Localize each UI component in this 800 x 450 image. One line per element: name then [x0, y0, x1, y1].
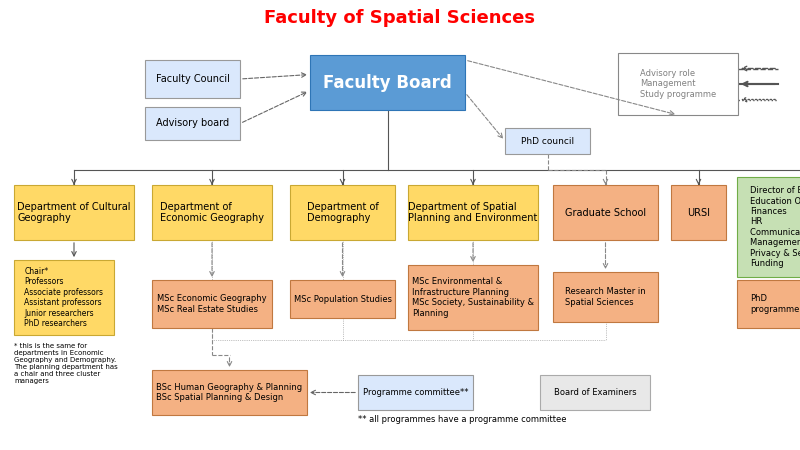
FancyBboxPatch shape	[290, 185, 395, 240]
FancyBboxPatch shape	[737, 280, 800, 328]
Text: Department of
Demography: Department of Demography	[306, 202, 378, 223]
Text: Department of Spatial
Planning and Environment: Department of Spatial Planning and Envir…	[408, 202, 538, 223]
Text: MSc Environmental &
Infrastructure Planning
MSc Society, Sustainability &
Planni: MSc Environmental & Infrastructure Plann…	[412, 277, 534, 318]
FancyBboxPatch shape	[14, 260, 114, 335]
FancyBboxPatch shape	[145, 60, 240, 98]
FancyBboxPatch shape	[145, 107, 240, 140]
Text: * this is the same for
departments in Economic
Geography and Demography.
The pla: * this is the same for departments in Ec…	[14, 343, 118, 384]
Text: Department of
Economic Geography: Department of Economic Geography	[160, 202, 264, 223]
FancyBboxPatch shape	[408, 265, 538, 330]
Text: Faculty Board: Faculty Board	[323, 73, 452, 91]
Text: Board of Examiners: Board of Examiners	[554, 388, 636, 397]
Text: MSc Economic Geography
MSc Real Estate Studies: MSc Economic Geography MSc Real Estate S…	[157, 294, 267, 314]
FancyBboxPatch shape	[152, 185, 272, 240]
Text: ** all programmes have a programme committee: ** all programmes have a programme commi…	[358, 415, 566, 424]
FancyBboxPatch shape	[358, 375, 473, 410]
Text: PhD
programme: PhD programme	[750, 294, 799, 314]
Text: Department of Cultural
Geography: Department of Cultural Geography	[18, 202, 130, 223]
FancyBboxPatch shape	[505, 128, 590, 154]
FancyBboxPatch shape	[553, 185, 658, 240]
FancyBboxPatch shape	[152, 370, 307, 415]
FancyBboxPatch shape	[290, 280, 395, 318]
Text: MSc Population Studies: MSc Population Studies	[294, 294, 391, 303]
Text: Director of Education
Education Office
Finances
HR
Communication and Marketing
M: Director of Education Education Office F…	[750, 186, 800, 268]
FancyBboxPatch shape	[618, 53, 738, 115]
Text: Faculty Council: Faculty Council	[155, 74, 230, 84]
Text: Chair*
Professors
Associate professors
Assistant professors
Junior researchers
P: Chair* Professors Associate professors A…	[25, 267, 103, 328]
FancyBboxPatch shape	[14, 185, 134, 240]
FancyBboxPatch shape	[540, 375, 650, 410]
Text: URSI: URSI	[687, 207, 710, 217]
FancyBboxPatch shape	[408, 185, 538, 240]
Text: BSc Human Geography & Planning
BSc Spatial Planning & Design: BSc Human Geography & Planning BSc Spati…	[157, 383, 302, 402]
Text: Research Master in
Spatial Sciences: Research Master in Spatial Sciences	[565, 287, 646, 307]
Text: Faculty of Spatial Sciences: Faculty of Spatial Sciences	[265, 9, 535, 27]
Text: Advisory role
Management
Study programme: Advisory role Management Study programme	[640, 69, 716, 99]
Text: Programme committee**: Programme committee**	[362, 388, 468, 397]
Text: Graduate School: Graduate School	[565, 207, 646, 217]
Text: Advisory board: Advisory board	[156, 118, 229, 129]
FancyBboxPatch shape	[737, 177, 800, 277]
FancyBboxPatch shape	[310, 55, 465, 110]
FancyBboxPatch shape	[671, 185, 726, 240]
Text: PhD council: PhD council	[521, 136, 574, 145]
FancyBboxPatch shape	[553, 272, 658, 322]
FancyBboxPatch shape	[152, 280, 272, 328]
